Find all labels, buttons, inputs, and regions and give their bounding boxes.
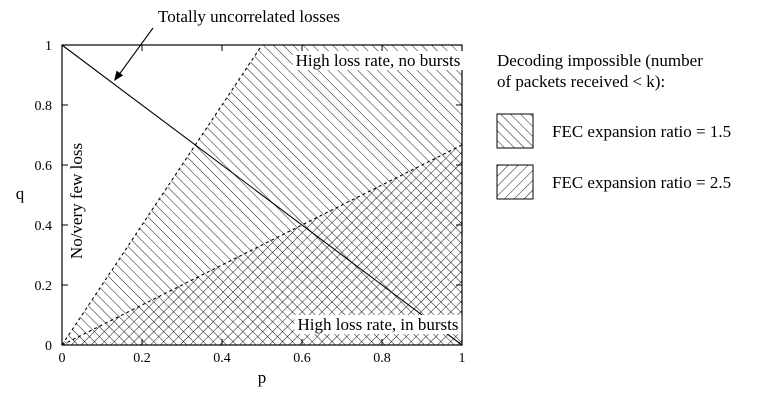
annotation-arrow: [117, 27, 154, 77]
annotation-high-loss-in-bursts-bg: [294, 315, 462, 334]
y-tick-label: 0.8: [35, 99, 53, 114]
x-axis-label: p: [258, 368, 267, 387]
annotations: Totally uncorrelated losses High loss rat…: [67, 7, 464, 334]
boundary-dashed-line-1: [61, 44, 263, 346]
boundary-dashed-line-2: [61, 144, 463, 346]
annotation-high-loss-no-bursts: High loss rate, no bursts: [296, 51, 461, 70]
annotation-high-loss-in-bursts: High loss rate, in bursts: [297, 315, 458, 334]
annotation-few-loss: No/very few loss: [67, 143, 86, 259]
y-tick-label: 0: [45, 339, 52, 354]
y-tick-label: 0.2: [35, 279, 53, 294]
x-tick-label: 0.4: [213, 351, 231, 366]
x-tick-label: 0.8: [373, 351, 391, 366]
annotation-uncorrelated: Totally uncorrelated losses: [158, 7, 340, 26]
y-axis-label: q: [16, 184, 25, 203]
legend-title-line: Decoding impossible (number: [497, 51, 703, 70]
uncorrelated-line: [61, 44, 463, 346]
legend-entry-label: FEC expansion ratio = 1.5: [552, 122, 731, 141]
x-tick-label: 0.2: [133, 351, 151, 366]
x-tick-label: 0: [59, 351, 66, 366]
x-tick-label: 0.6: [293, 351, 311, 366]
legend-title-line: of packets received < k):: [497, 72, 665, 91]
axis-ticks: 0 0.2 0.4 0.6 0.8 1 0 0.2 0.4 0.6 0.8 1 p q: [16, 39, 466, 387]
annotation-high-loss-no-bursts-bg: [292, 51, 464, 70]
plot-frame: [61, 44, 463, 346]
y-tick-label: 0.4: [35, 219, 53, 234]
chart-lines: [61, 44, 463, 346]
legend-swatch-backslash: [496, 113, 534, 149]
y-tick-label: 0.6: [35, 159, 53, 174]
legend: Decoding impossible (number of packets re…: [496, 51, 731, 200]
arrow-head: [114, 70, 124, 81]
legend-swatch-slash: [496, 164, 534, 200]
legend-entry-label: FEC expansion ratio = 2.5: [552, 173, 731, 192]
y-tick-label: 1: [45, 39, 52, 54]
x-tick-label: 1: [459, 351, 466, 366]
